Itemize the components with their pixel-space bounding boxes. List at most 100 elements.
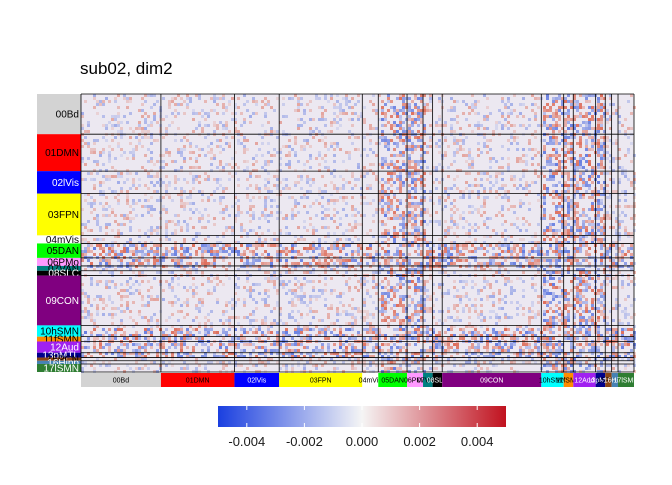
matrix-cell	[222, 232, 225, 235]
matrix-cell	[384, 112, 387, 115]
matrix-cell	[114, 268, 117, 271]
matrix-cell	[318, 253, 321, 256]
matrix-cell	[606, 190, 609, 193]
matrix-cell	[177, 220, 180, 223]
matrix-cell	[126, 214, 129, 217]
matrix-cell	[189, 271, 192, 274]
matrix-cell	[633, 202, 636, 205]
matrix-cell	[318, 139, 321, 142]
matrix-cell	[345, 181, 348, 184]
matrix-cell	[603, 232, 606, 235]
matrix-cell	[600, 241, 603, 244]
matrix-cell	[435, 211, 438, 214]
matrix-cell	[633, 214, 636, 217]
matrix-cell	[465, 325, 468, 328]
matrix-cell	[324, 94, 327, 97]
matrix-cell	[366, 316, 369, 319]
matrix-cell	[342, 232, 345, 235]
matrix-cell	[381, 106, 384, 109]
matrix-cell	[246, 196, 249, 199]
matrix-cell	[135, 172, 138, 175]
matrix-cell	[294, 151, 297, 154]
matrix-cell	[384, 202, 387, 205]
matrix-cell	[111, 124, 114, 127]
matrix-cell	[84, 292, 87, 295]
matrix-cell	[138, 142, 141, 145]
matrix-cell	[264, 289, 267, 292]
matrix-cell	[474, 178, 477, 181]
matrix-cell	[462, 226, 465, 229]
matrix-cell	[351, 307, 354, 310]
matrix-cell	[348, 229, 351, 232]
matrix-cell	[243, 145, 246, 148]
matrix-cell	[543, 175, 546, 178]
matrix-cell	[327, 226, 330, 229]
matrix-cell	[297, 265, 300, 268]
matrix-cell	[504, 313, 507, 316]
matrix-cell	[477, 100, 480, 103]
matrix-cell	[399, 139, 402, 142]
matrix-cell	[204, 136, 207, 139]
matrix-cell	[99, 226, 102, 229]
matrix-cell	[90, 244, 93, 247]
matrix-cell	[93, 319, 96, 322]
matrix-cell	[228, 247, 231, 250]
matrix-cell	[507, 280, 510, 283]
matrix-cell	[582, 127, 585, 130]
matrix-cell	[237, 253, 240, 256]
matrix-cell	[213, 259, 216, 262]
matrix-cell	[579, 214, 582, 217]
matrix-cell	[546, 289, 549, 292]
matrix-cell	[462, 253, 465, 256]
matrix-cell	[525, 106, 528, 109]
matrix-cell	[207, 313, 210, 316]
matrix-cell	[393, 292, 396, 295]
matrix-cell	[414, 310, 417, 313]
matrix-cell	[153, 259, 156, 262]
matrix-cell	[543, 121, 546, 124]
matrix-cell	[546, 226, 549, 229]
matrix-cell	[543, 283, 546, 286]
matrix-cell	[291, 196, 294, 199]
matrix-cell	[627, 247, 630, 250]
matrix-cell	[351, 253, 354, 256]
matrix-cell	[129, 136, 132, 139]
matrix-cell	[585, 310, 588, 313]
matrix-cell	[96, 223, 99, 226]
matrix-cell	[489, 148, 492, 151]
matrix-cell	[414, 181, 417, 184]
matrix-cell	[567, 310, 570, 313]
matrix-cell	[276, 151, 279, 154]
matrix-cell	[387, 208, 390, 211]
matrix-cell	[159, 262, 162, 265]
matrix-cell	[381, 124, 384, 127]
matrix-cell	[321, 265, 324, 268]
matrix-cell	[423, 283, 426, 286]
matrix-cell	[264, 103, 267, 106]
matrix-cell	[471, 103, 474, 106]
matrix-cell	[609, 280, 612, 283]
matrix-cell	[600, 199, 603, 202]
matrix-cell	[471, 109, 474, 112]
matrix-cell	[501, 100, 504, 103]
matrix-cell	[126, 247, 129, 250]
matrix-cell	[216, 277, 219, 280]
matrix-cell	[168, 286, 171, 289]
matrix-cell	[249, 319, 252, 322]
matrix-cell	[156, 250, 159, 253]
matrix-cell	[144, 193, 147, 196]
matrix-cell	[567, 313, 570, 316]
matrix-cell	[345, 214, 348, 217]
matrix-cell	[234, 193, 237, 196]
matrix-cell	[483, 136, 486, 139]
matrix-cell	[369, 100, 372, 103]
matrix-cell	[309, 295, 312, 298]
matrix-cell	[552, 100, 555, 103]
matrix-cell	[405, 295, 408, 298]
matrix-cell	[363, 202, 366, 205]
matrix-cell	[615, 247, 618, 250]
matrix-cell	[450, 163, 453, 166]
matrix-cell	[597, 97, 600, 100]
matrix-cell	[459, 295, 462, 298]
matrix-cell	[114, 313, 117, 316]
